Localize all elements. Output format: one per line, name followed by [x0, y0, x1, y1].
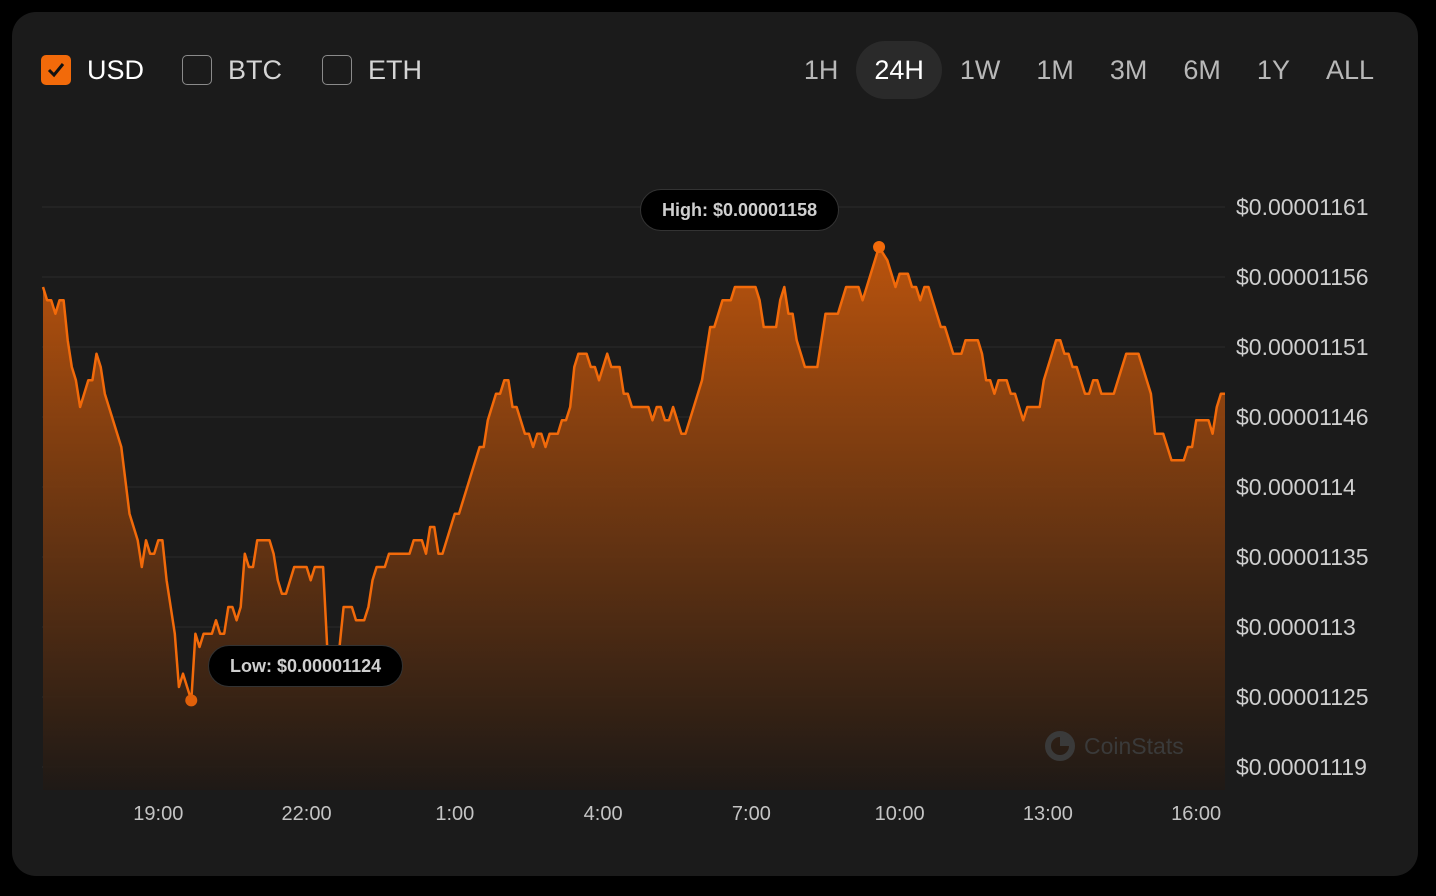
currency-label: BTC: [228, 54, 282, 85]
tab-6m[interactable]: 6M: [1183, 54, 1221, 85]
low-tooltip: Low: $0.00001124: [208, 645, 404, 687]
coinstats-logo-icon: [1045, 731, 1075, 761]
checkmark-icon: [41, 55, 71, 85]
tab-1h[interactable]: 1H: [803, 54, 839, 85]
x-axis-tick-label: 19:00: [133, 803, 183, 825]
tab-1w[interactable]: 1W: [959, 54, 1001, 85]
checkbox-icon: [322, 55, 352, 85]
x-axis-tick-label: 16:00: [1171, 803, 1221, 825]
y-axis-tick-label: $0.00001135: [1236, 544, 1369, 570]
currency-label: ETH: [368, 54, 422, 85]
y-axis-tick-label: $0.00001151: [1236, 334, 1369, 360]
time-range-tabs: 1H 24H 1W 1M 3M 6M 1Y ALL: [786, 41, 1392, 99]
price-line: [41, 245, 1225, 702]
tab-3m[interactable]: 3M: [1109, 54, 1148, 85]
watermark-text: CoinStats: [1084, 732, 1184, 759]
currency-label: USD: [87, 54, 145, 85]
y-axis-tick-label: $0.00001125: [1236, 684, 1369, 710]
x-axis-tick-label: 22:00: [282, 803, 332, 825]
currency-usd-checkbox[interactable]: USD: [41, 54, 144, 86]
tab-1m[interactable]: 1M: [1036, 54, 1074, 85]
y-axis-tick-label: $0.00001156: [1236, 264, 1369, 290]
x-axis-tick-label: 4:00: [584, 803, 623, 825]
y-axis-tick-label: $0.00001146: [1236, 404, 1369, 430]
y-axis-tick-label: $0.0000114: [1236, 474, 1356, 500]
y-axis-tick-label: $0.00001119: [1236, 754, 1367, 780]
y-axis-tick-label: $0.00001161: [1236, 194, 1369, 220]
tab-24h[interactable]: 24H: [856, 41, 942, 99]
currency-eth-checkbox[interactable]: ETH: [322, 54, 422, 86]
x-axis-tick-label: 10:00: [875, 803, 925, 825]
low-marker: [185, 694, 198, 707]
high-marker: [873, 241, 886, 253]
tab-all[interactable]: ALL: [1325, 54, 1374, 85]
x-axis-tick-label: 1:00: [435, 803, 474, 825]
y-axis-tick-label: $0.0000113: [1236, 614, 1356, 640]
x-axis-tick-label: 13:00: [1023, 803, 1073, 825]
price-area-fill: [43, 247, 1225, 790]
tab-1y[interactable]: 1Y: [1256, 54, 1290, 85]
high-tooltip: High: $0.00001158: [640, 189, 840, 231]
currency-btc-checkbox[interactable]: BTC: [182, 54, 282, 86]
checkbox-icon: [182, 55, 212, 85]
x-axis-tick-label: 7:00: [732, 803, 771, 825]
coinstats-watermark: CoinStats: [1044, 730, 1184, 762]
